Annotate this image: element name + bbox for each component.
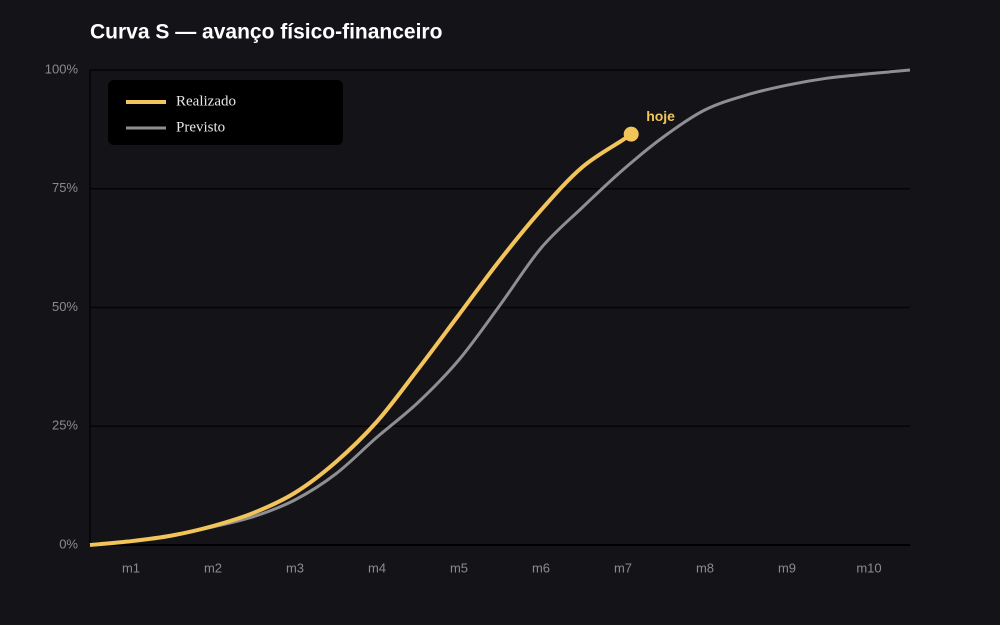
y-tick-label: 25% xyxy=(52,418,78,433)
legend-label: Previsto xyxy=(176,119,225,135)
annotation: hoje xyxy=(646,108,675,124)
series-line xyxy=(89,132,633,547)
y-tick-label: 50% xyxy=(52,299,78,314)
x-tick-label: m1 xyxy=(122,560,140,575)
legend-label: Realizado xyxy=(176,93,236,109)
legend: Realizado Previsto xyxy=(108,80,343,145)
x-tick-label: m5 xyxy=(450,560,468,575)
x-tick-label: m3 xyxy=(286,560,304,575)
x-tick-label: m7 xyxy=(614,560,632,575)
x-tick-label: m9 xyxy=(778,560,796,575)
chart-title: Curva S — avanço físico-financeiro xyxy=(90,21,442,44)
y-tick-label: 100% xyxy=(45,61,79,76)
x-tick-label: m6 xyxy=(532,560,550,575)
x-tick-label: m2 xyxy=(204,560,222,575)
legend-box xyxy=(108,80,343,145)
today-marker xyxy=(623,126,639,142)
x-tick-label: m10 xyxy=(856,560,881,575)
y-tick-label: 0% xyxy=(59,536,78,551)
y-tick-label: 75% xyxy=(52,180,78,195)
x-tick-label: m4 xyxy=(368,560,386,575)
x-tick-label: m8 xyxy=(696,560,714,575)
